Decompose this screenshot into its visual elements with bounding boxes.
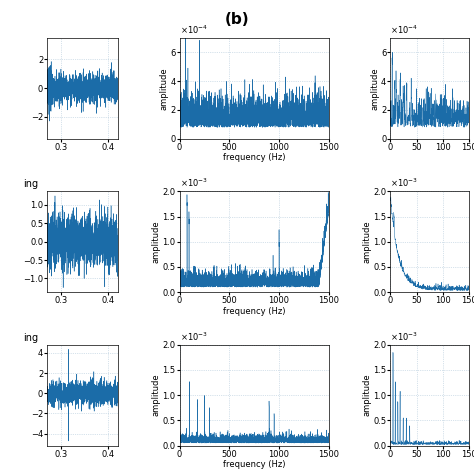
Text: $\times10^{-3}$: $\times10^{-3}$ <box>391 330 419 343</box>
Y-axis label: amplitude: amplitude <box>160 67 169 109</box>
Y-axis label: amplitude: amplitude <box>371 67 380 109</box>
X-axis label: frequency (Hz): frequency (Hz) <box>223 154 285 163</box>
Text: ing: ing <box>23 179 38 189</box>
Text: $\times10^{-4}$: $\times10^{-4}$ <box>180 24 208 36</box>
Y-axis label: amplitude: amplitude <box>363 374 372 417</box>
Text: (b): (b) <box>225 12 249 27</box>
Text: $\times10^{-3}$: $\times10^{-3}$ <box>180 177 208 189</box>
Y-axis label: amplitude: amplitude <box>363 220 372 263</box>
X-axis label: frequency (Hz): frequency (Hz) <box>223 307 285 316</box>
Text: $\times10^{-3}$: $\times10^{-3}$ <box>391 177 419 189</box>
Text: $\times10^{-3}$: $\times10^{-3}$ <box>180 330 208 343</box>
Y-axis label: amplitude: amplitude <box>152 220 161 263</box>
X-axis label: frequency (Hz): frequency (Hz) <box>223 460 285 469</box>
Text: $\times10^{-4}$: $\times10^{-4}$ <box>391 24 419 36</box>
Text: ing: ing <box>23 333 38 343</box>
Y-axis label: amplitude: amplitude <box>152 374 161 417</box>
